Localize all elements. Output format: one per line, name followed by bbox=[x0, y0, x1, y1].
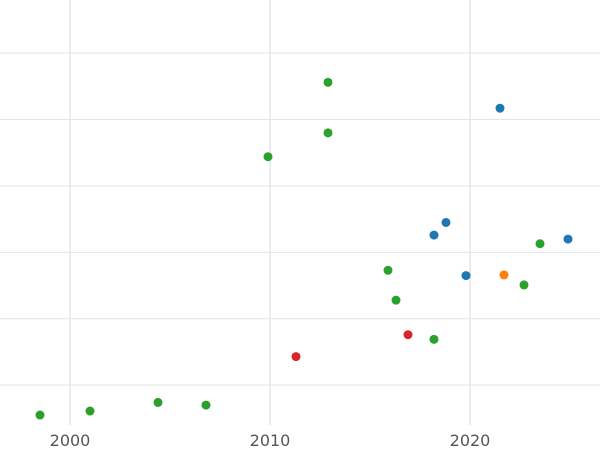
scatter-point-11 bbox=[429, 230, 439, 240]
scatter-point-2 bbox=[153, 397, 163, 407]
scatter-point-15 bbox=[495, 103, 505, 113]
scatter-point-6 bbox=[323, 128, 333, 138]
scatter-point-14 bbox=[461, 271, 471, 281]
scatter-point-3 bbox=[201, 400, 211, 410]
scatter-point-16 bbox=[499, 270, 509, 280]
grid-layer bbox=[0, 0, 600, 425]
points-layer bbox=[35, 77, 573, 420]
x-tick-label-1: 2010 bbox=[250, 431, 291, 450]
x-tick-label-2: 2020 bbox=[450, 431, 491, 450]
scatter-point-18 bbox=[535, 239, 545, 249]
x-axis-ticks: 2000 2010 2020 bbox=[50, 431, 491, 450]
scatter-point-19 bbox=[563, 234, 573, 244]
scatter-point-10 bbox=[403, 330, 413, 340]
scatter-point-1 bbox=[85, 406, 95, 416]
scatter-point-17 bbox=[519, 280, 529, 290]
scatter-point-4 bbox=[263, 152, 273, 162]
scatter-point-7 bbox=[323, 77, 333, 87]
scatter-point-5 bbox=[291, 352, 301, 362]
scatter-point-8 bbox=[383, 265, 393, 275]
scatter-point-12 bbox=[429, 334, 439, 344]
scatter-point-0 bbox=[35, 410, 45, 420]
scatter-point-9 bbox=[391, 295, 401, 305]
scatter-point-13 bbox=[441, 217, 451, 227]
x-tick-label-0: 2000 bbox=[50, 431, 91, 450]
